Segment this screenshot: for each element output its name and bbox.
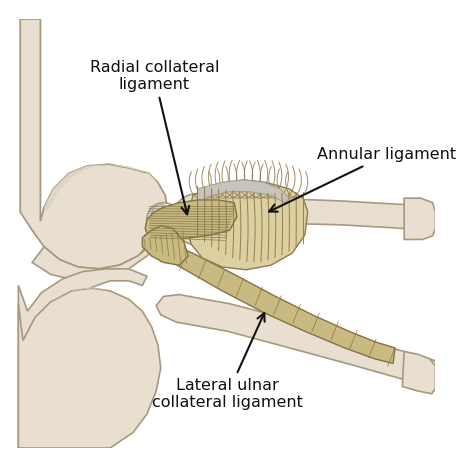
Polygon shape <box>404 198 436 240</box>
Polygon shape <box>18 288 161 448</box>
Polygon shape <box>51 287 110 302</box>
Polygon shape <box>18 269 147 448</box>
Polygon shape <box>20 19 167 269</box>
Polygon shape <box>156 295 436 388</box>
Circle shape <box>147 203 180 236</box>
Polygon shape <box>44 164 158 212</box>
Circle shape <box>152 205 170 223</box>
Polygon shape <box>198 180 289 203</box>
Text: Annular ligament: Annular ligament <box>269 148 456 212</box>
Polygon shape <box>145 200 237 241</box>
Circle shape <box>172 193 223 245</box>
Text: Lateral ulnar
collateral ligament: Lateral ulnar collateral ligament <box>152 313 303 410</box>
Text: Radial collateral
ligament: Radial collateral ligament <box>90 60 219 214</box>
Polygon shape <box>402 352 436 394</box>
Polygon shape <box>142 226 188 265</box>
Polygon shape <box>187 180 308 270</box>
Polygon shape <box>32 223 167 281</box>
Polygon shape <box>198 198 436 234</box>
Polygon shape <box>142 235 395 363</box>
